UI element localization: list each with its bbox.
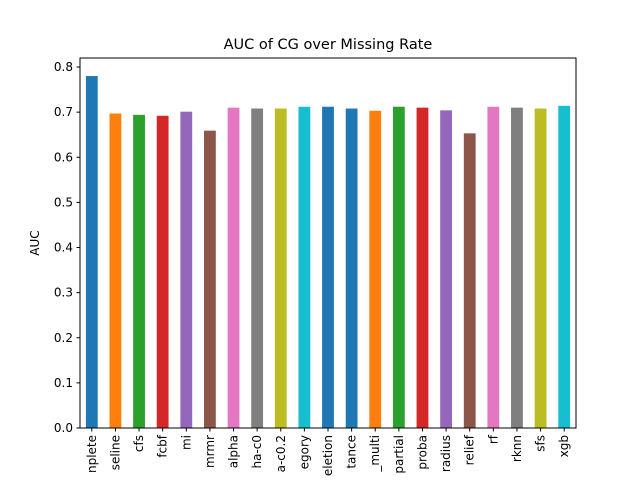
y-tick-label-4: 0.4 bbox=[54, 241, 73, 255]
y-tick-label-2: 0.2 bbox=[54, 331, 73, 345]
bar-17 bbox=[487, 106, 500, 428]
bar-18 bbox=[511, 107, 523, 428]
bar-15 bbox=[440, 110, 452, 428]
x-tick-label-1: seline bbox=[108, 435, 122, 470]
x-tick-label-13: partial bbox=[392, 435, 406, 474]
bar-0 bbox=[85, 76, 98, 429]
x-tick-label-4: mi bbox=[179, 435, 193, 450]
bar-12 bbox=[369, 110, 382, 428]
bar-1 bbox=[109, 113, 122, 428]
bar-11 bbox=[345, 108, 358, 428]
x-tick-label-7: ha-c0 bbox=[250, 435, 264, 469]
bar-5 bbox=[204, 130, 216, 428]
bar-16 bbox=[463, 133, 476, 428]
bar-9 bbox=[298, 106, 311, 428]
x-tick-label-14: proba bbox=[415, 435, 429, 470]
y-tick-label-1: 0.1 bbox=[54, 376, 73, 390]
bar-7 bbox=[251, 108, 264, 428]
x-tick-label-6: alpha bbox=[227, 435, 241, 468]
y-tick-label-7: 0.7 bbox=[54, 105, 73, 119]
y-tick-label-8: 0.8 bbox=[54, 60, 73, 74]
x-tick-label-0: nplete bbox=[85, 435, 99, 473]
x-tick-label-9: egory bbox=[297, 435, 311, 469]
bar-14 bbox=[416, 107, 429, 428]
x-tick-label-20: xgb bbox=[557, 435, 571, 457]
y-tick-label-3: 0.3 bbox=[54, 286, 73, 300]
y-tick-label-6: 0.6 bbox=[54, 150, 73, 164]
ticks-layer: 0.0 0.1 0.2 0.3 0.4 0.5 0.6 0.7 0.8 nplete seline c… bbox=[54, 60, 571, 476]
bar-19 bbox=[534, 108, 547, 428]
bar-8 bbox=[274, 108, 287, 428]
y-tick-label-0: 0.0 bbox=[54, 421, 73, 435]
x-tick-label-15: radius bbox=[439, 435, 453, 472]
x-tick-label-16: relief bbox=[463, 434, 477, 465]
y-tick-label-5: 0.5 bbox=[54, 195, 73, 209]
x-tick-label-11: tance bbox=[345, 435, 359, 469]
chart-title: AUC of CG over Missing Rate bbox=[224, 37, 433, 53]
x-tick-label-3: fcbf bbox=[156, 434, 170, 457]
bar-10 bbox=[322, 106, 334, 428]
bar-20 bbox=[558, 105, 571, 428]
x-tick-label-2: cfs bbox=[132, 435, 146, 452]
plot-frame bbox=[79, 57, 577, 429]
bar-2 bbox=[133, 114, 145, 428]
x-tick-label-12: _multi bbox=[368, 435, 382, 473]
bar-3 bbox=[156, 115, 169, 428]
x-tick-label-8: a-c0.2 bbox=[274, 435, 288, 472]
x-tick-label-19: sfs bbox=[534, 435, 548, 452]
x-tick-label-17: rf bbox=[486, 434, 500, 444]
x-tick-label-5: mrmr bbox=[203, 435, 217, 468]
x-tick-label-18: rknn bbox=[510, 435, 524, 462]
y-axis-label: AUC bbox=[28, 230, 42, 255]
bars-layer bbox=[85, 76, 571, 429]
bar-4 bbox=[180, 111, 193, 428]
bar-13 bbox=[392, 106, 405, 428]
x-tick-label-10: eletion bbox=[321, 435, 335, 476]
bar-6 bbox=[227, 107, 240, 428]
